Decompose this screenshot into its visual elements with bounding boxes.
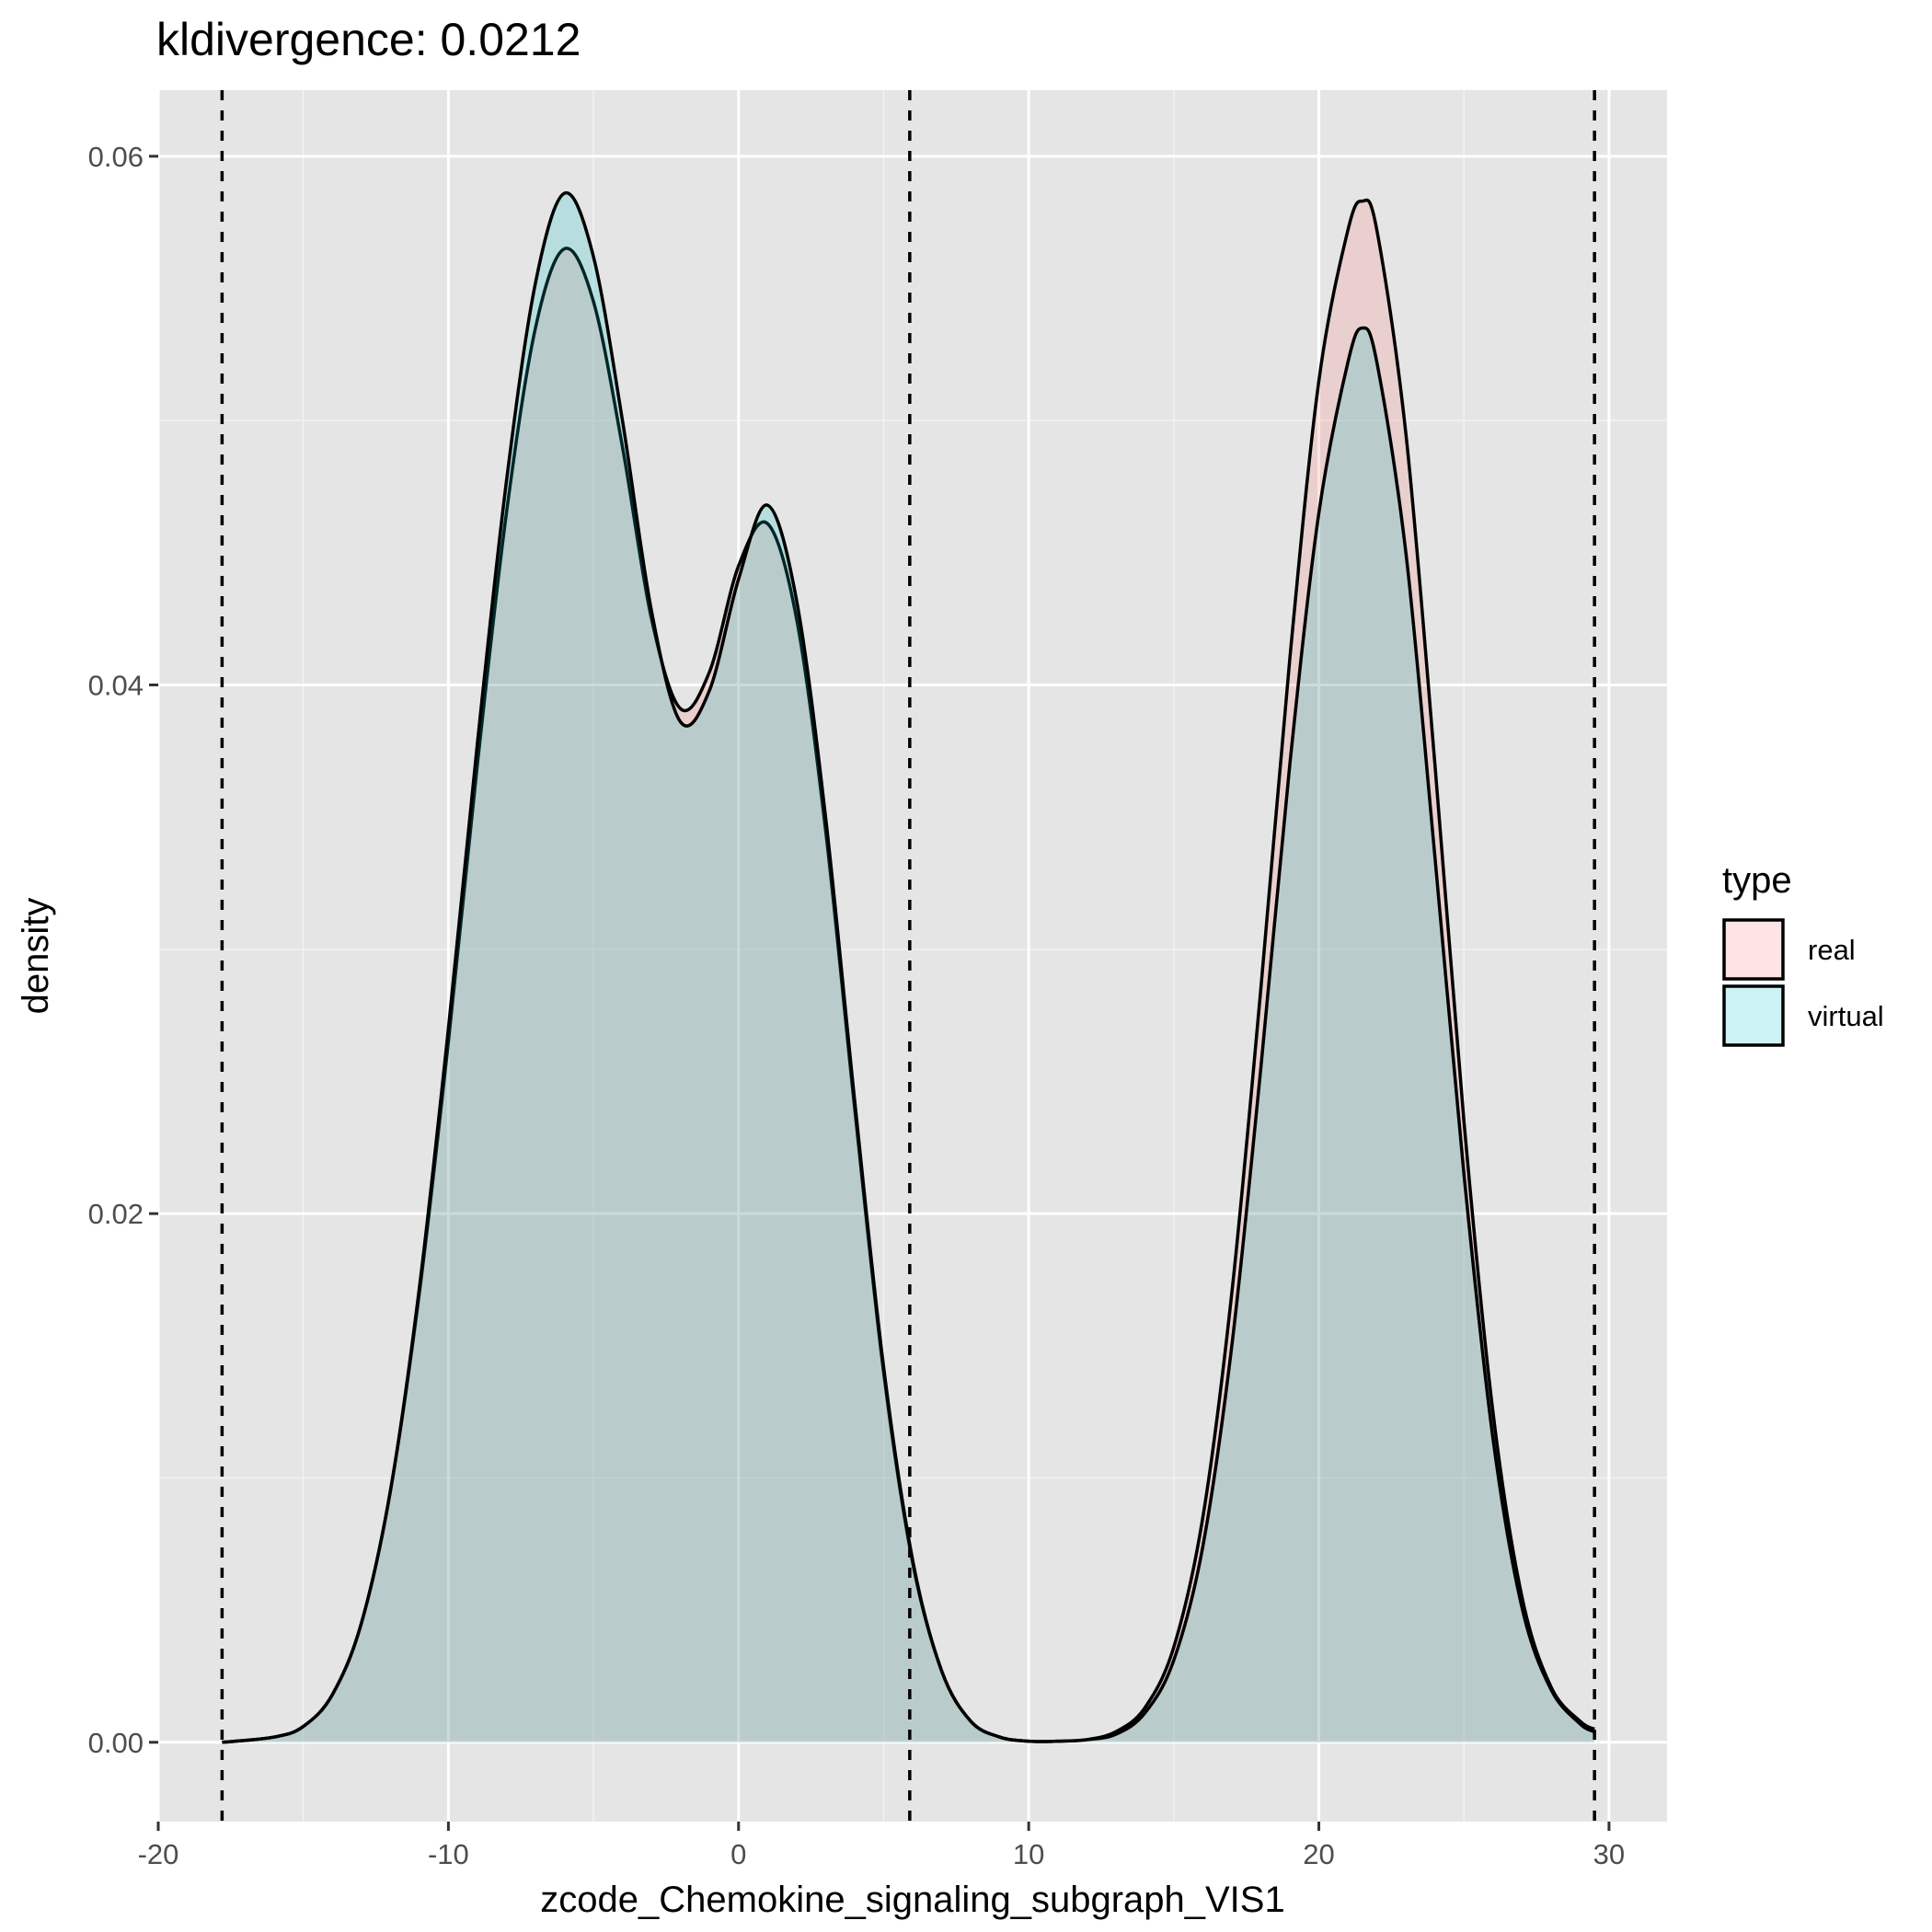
- x-tick-label: 30: [1593, 1838, 1625, 1870]
- y-axis-title: density: [16, 898, 56, 1015]
- axes: -20 -10 0 10 20 30 0.00 0.02 0.04 0.06: [88, 141, 1626, 1870]
- chart-title: kldivergence: 0.0212: [156, 14, 581, 65]
- legend: type real virtual: [1722, 860, 1884, 1047]
- legend-key-real: [1722, 918, 1785, 981]
- x-axis-title: zcode_Chemokine_signaling_subgraph_VIS1: [540, 1880, 1284, 1920]
- legend-label-virtual: virtual: [1808, 1000, 1884, 1032]
- major-gridlines: [156, 90, 1667, 1822]
- density-curve-virtual: [222, 190, 1595, 1744]
- legend-key-virtual: [1722, 984, 1785, 1047]
- y-tick-label: 0.06: [88, 141, 144, 173]
- density-area-real: [222, 200, 1595, 1742]
- y-tick-label: 0.04: [88, 669, 144, 701]
- reference-lines: [220, 90, 1596, 1822]
- minor-gridlines: [158, 90, 1667, 1822]
- legend-key-bg-real: [1722, 918, 1785, 981]
- density-area-virtual: [222, 192, 1595, 1742]
- x-tick-label: 0: [730, 1838, 746, 1870]
- legend-key-bg-virtual: [1722, 984, 1785, 1047]
- legend-title: type: [1722, 860, 1792, 901]
- x-tick-label: 10: [1013, 1838, 1044, 1870]
- plot-panel: [158, 90, 1667, 1822]
- x-tick-label: 20: [1303, 1838, 1334, 1870]
- density-areas: [222, 190, 1595, 1744]
- y-tick-label: 0.00: [88, 1727, 144, 1759]
- x-tick-label: -20: [138, 1838, 179, 1870]
- legend-label-real: real: [1808, 934, 1856, 966]
- y-tick-label: 0.02: [88, 1198, 144, 1230]
- x-tick-label: -10: [428, 1838, 469, 1870]
